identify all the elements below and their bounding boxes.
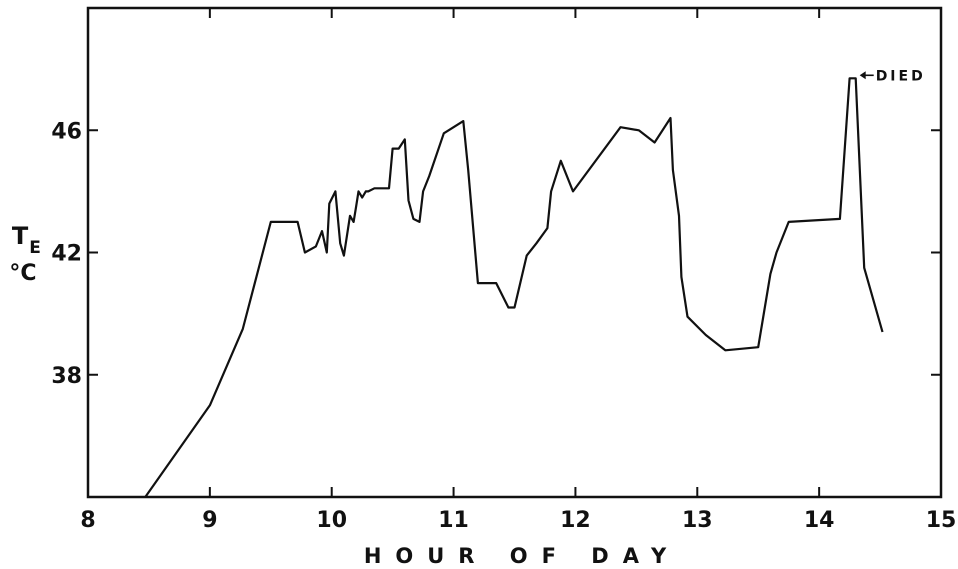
y-axis-ticks: 38 42 46 [51, 119, 941, 389]
y-axis-subscript: E [29, 238, 41, 258]
x-tick-label: 8 [80, 508, 95, 533]
died-arrow-head [859, 71, 866, 80]
x-tick-label: 12 [560, 508, 591, 533]
x-tick-label: 9 [202, 508, 217, 533]
y-tick-label: 42 [51, 242, 82, 267]
y-axis-symbol: T [12, 222, 29, 250]
x-tick-label: 13 [682, 508, 713, 533]
died-annotation: DIED [859, 68, 926, 84]
x-tick-label: 10 [316, 508, 347, 533]
plot-frame [86, 6, 943, 499]
y-axis-unit: °C [9, 261, 36, 286]
x-axis-title: HOUR OF DAY [364, 544, 680, 568]
x-tick-label: 11 [438, 508, 469, 533]
died-label: DIED [876, 68, 926, 84]
y-tick-label: 46 [51, 119, 82, 144]
x-tick-label: 15 [926, 508, 957, 533]
series-line [144, 77, 884, 498]
x-tick-label: 14 [804, 508, 835, 533]
y-tick-label: 38 [51, 364, 82, 389]
x-axis-ticks: 8 9 10 11 12 13 14 15 [80, 8, 956, 533]
